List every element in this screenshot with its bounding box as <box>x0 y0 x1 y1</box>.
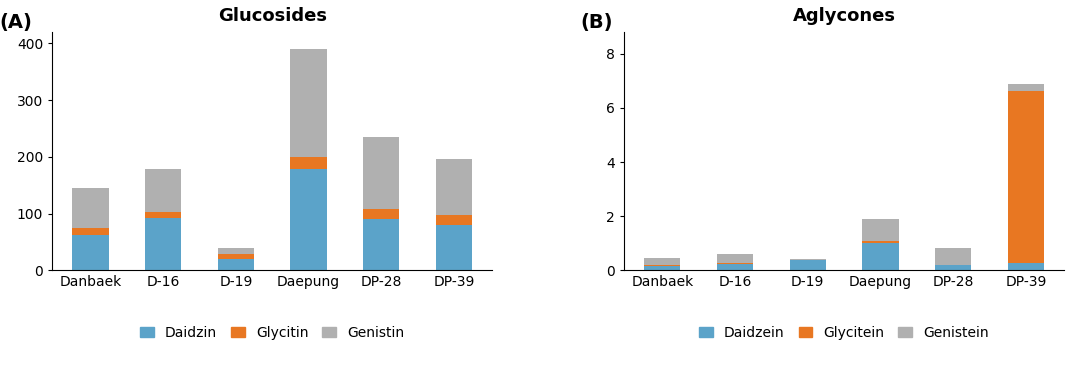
Bar <box>716 254 753 263</box>
Title: Aglycones: Aglycones <box>793 7 895 25</box>
Bar <box>363 219 399 270</box>
Bar <box>935 265 971 266</box>
Bar <box>436 215 472 225</box>
Bar <box>862 243 899 270</box>
Bar <box>72 235 108 270</box>
Bar <box>716 264 753 270</box>
Bar <box>1008 83 1044 91</box>
Bar <box>644 266 680 270</box>
Bar <box>217 254 254 259</box>
Bar <box>290 157 327 169</box>
Bar <box>436 159 472 215</box>
Bar <box>290 49 327 157</box>
Bar <box>145 218 181 270</box>
Bar <box>716 263 753 264</box>
Bar <box>217 248 254 254</box>
Bar <box>1008 263 1044 270</box>
Bar <box>145 212 181 218</box>
Text: (B): (B) <box>580 13 613 32</box>
Legend: Daidzein, Glycitein, Genistein: Daidzein, Glycitein, Genistein <box>694 320 995 345</box>
Bar <box>644 258 680 265</box>
Bar <box>72 229 108 235</box>
Bar <box>644 265 680 266</box>
Title: Glucosides: Glucosides <box>217 7 327 25</box>
Bar <box>290 169 327 270</box>
Bar <box>789 259 826 260</box>
Bar <box>363 209 399 219</box>
Bar <box>862 219 899 240</box>
Bar <box>145 169 181 212</box>
Bar <box>217 259 254 270</box>
Bar <box>935 248 971 265</box>
Bar <box>935 266 971 270</box>
Bar <box>862 240 899 243</box>
Bar <box>363 137 399 209</box>
Bar <box>789 260 826 270</box>
Text: (A): (A) <box>0 13 32 32</box>
Bar <box>1008 91 1044 263</box>
Bar <box>72 188 108 229</box>
Bar <box>436 225 472 270</box>
Legend: Daidzin, Glycitin, Genistin: Daidzin, Glycitin, Genistin <box>134 320 410 345</box>
